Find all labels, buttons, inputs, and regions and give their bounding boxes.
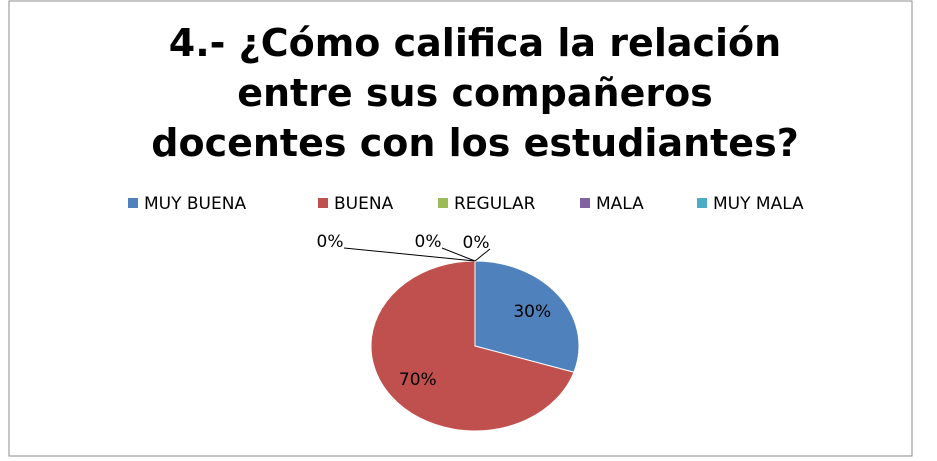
legend-swatch <box>128 198 138 208</box>
chart-title: 4.- ¿Cómo califica la relación entre sus… <box>151 21 799 165</box>
legend-swatch <box>438 198 448 208</box>
data-label: 0% <box>415 232 442 252</box>
legend-swatch <box>318 198 328 208</box>
legend-label: MUY MALA <box>713 194 804 214</box>
legend-label: REGULAR <box>454 194 536 214</box>
legend-label: MALA <box>596 194 644 214</box>
legend-label: MUY BUENA <box>144 194 246 214</box>
data-label: 0% <box>317 232 344 252</box>
data-label: 0% <box>463 233 490 253</box>
pie-slice <box>474 260 580 373</box>
legend-label: BUENA <box>334 194 394 214</box>
legend-swatch <box>697 198 707 208</box>
chart-border <box>8 0 913 457</box>
data-label: 70% <box>399 370 437 390</box>
leader-line <box>441 247 476 262</box>
legend-swatch <box>580 198 590 208</box>
data-label: 30% <box>513 302 551 322</box>
leader-line <box>343 247 476 262</box>
leader-line <box>474 248 491 262</box>
pie-slice <box>370 260 575 432</box>
